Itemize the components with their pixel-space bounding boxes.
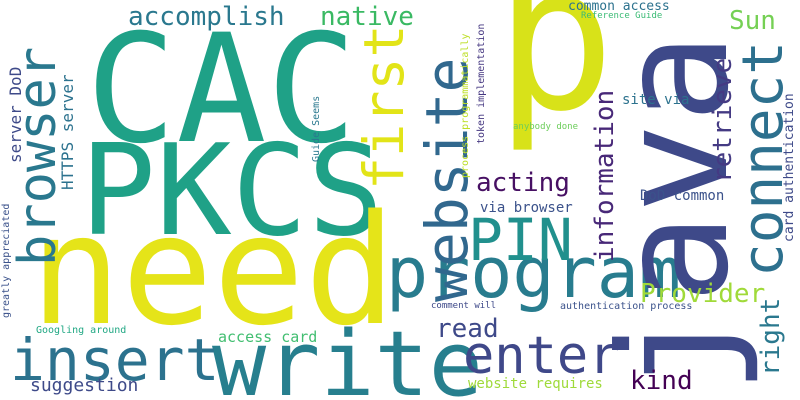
word-right: right — [756, 297, 786, 376]
word-retrieve: retrieve — [708, 57, 738, 183]
word-enter: enter — [463, 326, 620, 386]
word-site-via: site via — [622, 92, 690, 108]
word-native: native — [320, 2, 414, 32]
word-kind: kind — [630, 366, 693, 396]
word-reference-guide: Reference Guide — [581, 11, 663, 21]
word-authentication-process: authentication process — [560, 301, 693, 312]
word-pkcs: PKCS — [80, 117, 384, 264]
word-pin: PIN — [468, 206, 573, 274]
word-guide-seems: Guide Seems — [311, 95, 322, 162]
word-googling-around: Googling around — [36, 325, 127, 336]
word-write: write — [212, 312, 483, 400]
word-information: information — [590, 89, 620, 262]
word-insert: insert — [10, 326, 220, 394]
word-greatly-appreciated: greatly appreciated — [1, 203, 12, 318]
word-server-dod: server DoD — [6, 66, 25, 163]
word-access-card: access card — [218, 328, 318, 346]
word-token-implementation: token implementation — [476, 23, 487, 144]
word-p: p — [495, 0, 616, 156]
word-suggestion: suggestion — [30, 375, 139, 396]
word-accomplish: accomplish — [128, 2, 285, 32]
word-card-authentication: card authentication — [782, 93, 797, 242]
word-https-server: HTTPS server — [58, 74, 77, 190]
word-via-browser: via browser — [480, 200, 573, 216]
word-provider: Provider — [640, 279, 766, 309]
word-first: first — [352, 24, 416, 190]
word-program: program — [386, 232, 682, 314]
word-common-access: common access — [568, 0, 670, 14]
word-website-requires: website requires — [468, 376, 603, 392]
word-sun: Sun — [729, 6, 776, 36]
word-acting: acting — [476, 168, 570, 198]
word-need: need — [30, 182, 397, 359]
word-dod-common: DoD common — [640, 188, 725, 204]
word-anybody-done: anybody done — [513, 122, 579, 132]
word-process-programmatically: process programmatically — [460, 33, 471, 179]
word-comment-will: comment will — [431, 301, 497, 311]
word-read: read — [436, 314, 499, 344]
word-cac: CAC — [86, 3, 357, 177]
